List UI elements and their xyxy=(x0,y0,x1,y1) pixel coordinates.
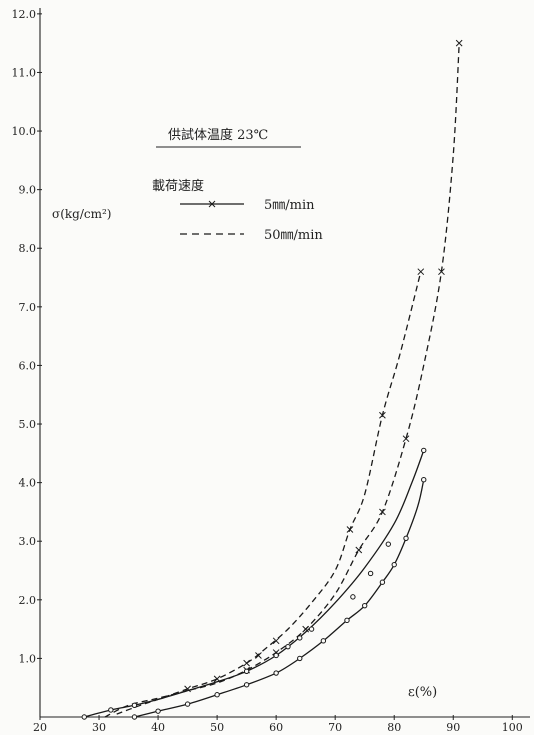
circle-marker xyxy=(131,702,138,708)
x-marker xyxy=(379,411,386,419)
x-marker xyxy=(302,625,310,633)
annotation-text: 供試体温度 23℃ xyxy=(168,127,268,143)
legend: 5㎜/min 50㎜/min xyxy=(180,198,323,243)
circle-marker xyxy=(273,670,279,676)
x-marker xyxy=(417,268,425,276)
x-marker xyxy=(402,435,410,443)
circle-marker xyxy=(385,541,392,547)
legend-label-2: 50㎜/min xyxy=(264,228,323,243)
circle-marker xyxy=(297,655,303,662)
legend-marker xyxy=(208,200,216,208)
x-marker xyxy=(272,637,280,645)
circle-marker xyxy=(285,643,291,650)
x-marker xyxy=(438,268,445,276)
y-tick-label: 8.0 xyxy=(19,242,37,255)
x-tick-label: 60 xyxy=(269,721,283,734)
x-tick-label: 30 xyxy=(92,721,106,734)
circle-marker xyxy=(297,635,303,641)
legend-label-1: 5㎜/min xyxy=(264,198,315,213)
y-tick-label: 11.0 xyxy=(12,66,37,79)
x-tick-label: 20 xyxy=(33,721,47,734)
circle-marker xyxy=(184,701,191,707)
x-tick-label: 100 xyxy=(502,721,523,734)
circle-marker xyxy=(108,707,114,713)
y-tick-label: 12.0 xyxy=(12,8,37,21)
circle-marker xyxy=(243,668,250,674)
x-tick-label: 40 xyxy=(151,721,165,734)
x-tick-label: 80 xyxy=(387,721,401,734)
circle-marker xyxy=(308,626,315,632)
circle-marker xyxy=(367,570,374,577)
x-marker xyxy=(355,546,363,554)
circle-marker xyxy=(391,561,397,568)
x-axis-label: ε(%) xyxy=(408,685,437,700)
x-marker xyxy=(255,652,262,659)
y-tick-label: 6.0 xyxy=(19,359,37,372)
y-tick-label: 5.0 xyxy=(19,418,37,431)
circle-marker xyxy=(421,476,427,483)
x-marker xyxy=(184,685,191,693)
circle-marker xyxy=(350,594,356,600)
y-tick-label: 1.0 xyxy=(19,652,37,665)
series-line-2 xyxy=(104,43,460,718)
circle-marker xyxy=(361,602,368,609)
x-tick-label: 50 xyxy=(210,721,224,734)
x-tick-label: 70 xyxy=(328,721,342,734)
y-tick-label: 9.0 xyxy=(19,184,37,197)
labels-group: 供試体温度 23℃ 載荷速度 σ(kg/cm²) ε(%) xyxy=(52,127,437,700)
y-tick-label: 10.0 xyxy=(12,125,37,138)
y-tick-label: 4.0 xyxy=(19,477,37,490)
circle-marker xyxy=(273,652,279,659)
circle-marker xyxy=(155,708,161,714)
circle-marker xyxy=(214,692,220,698)
circle-marker xyxy=(379,579,386,585)
x-tick-label: 90 xyxy=(446,721,460,734)
circle-marker xyxy=(131,714,138,720)
legend-title: 載荷速度 xyxy=(152,178,204,194)
axes: 1.0 2.0 3.0 4.0 5.0 6.0 7.0 8.0 9.0 10.0 11.0 12.0 2… xyxy=(12,8,530,734)
circle-marker xyxy=(81,714,87,720)
y-tick-label: 2.0 xyxy=(19,594,37,607)
circle-marker xyxy=(344,617,350,624)
y-tick-label: 3.0 xyxy=(19,535,37,548)
circle-marker xyxy=(320,638,327,644)
x-marker xyxy=(379,508,386,516)
y-axis-label: σ(kg/cm²) xyxy=(52,207,111,221)
x-marker xyxy=(346,526,354,533)
y-tick-label: 7.0 xyxy=(19,301,37,314)
x-marker xyxy=(243,659,250,667)
series-line-4 xyxy=(134,479,425,718)
circle-marker xyxy=(243,682,250,688)
circle-marker xyxy=(421,447,427,454)
series-group xyxy=(84,43,460,718)
markers-group xyxy=(81,39,463,720)
series-line-1 xyxy=(116,271,422,715)
x-marker xyxy=(455,39,463,47)
circle-marker xyxy=(403,535,409,541)
series-line-3 xyxy=(84,450,425,718)
x-marker xyxy=(213,675,221,683)
